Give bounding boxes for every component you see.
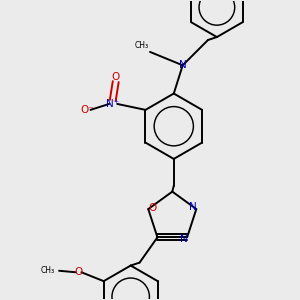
Text: O: O: [112, 72, 120, 82]
Text: O: O: [148, 202, 157, 213]
Text: N: N: [180, 234, 188, 244]
Text: N: N: [179, 60, 187, 70]
Text: CH₃: CH₃: [134, 41, 148, 50]
Text: O⁻: O⁻: [81, 105, 94, 115]
Text: N⁺: N⁺: [106, 99, 119, 109]
Text: N: N: [190, 202, 197, 212]
Text: CH₃: CH₃: [40, 266, 55, 275]
Text: O: O: [74, 267, 83, 277]
